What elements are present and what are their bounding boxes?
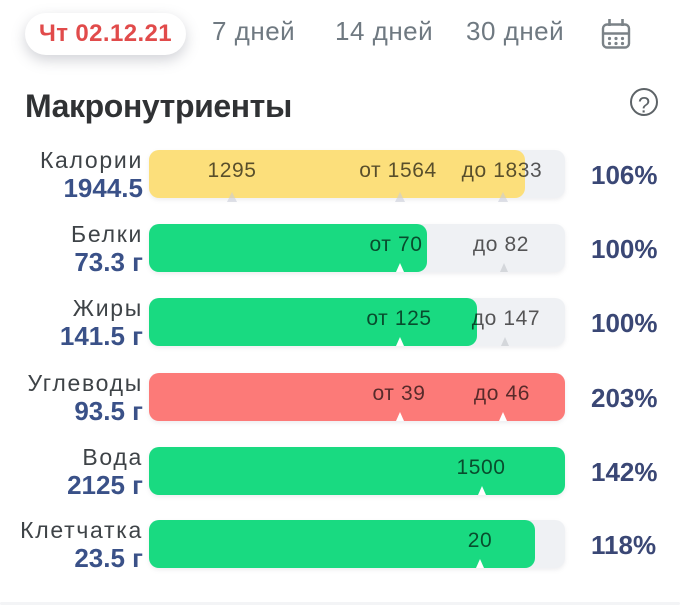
svg-text:?: ? bbox=[638, 93, 650, 118]
